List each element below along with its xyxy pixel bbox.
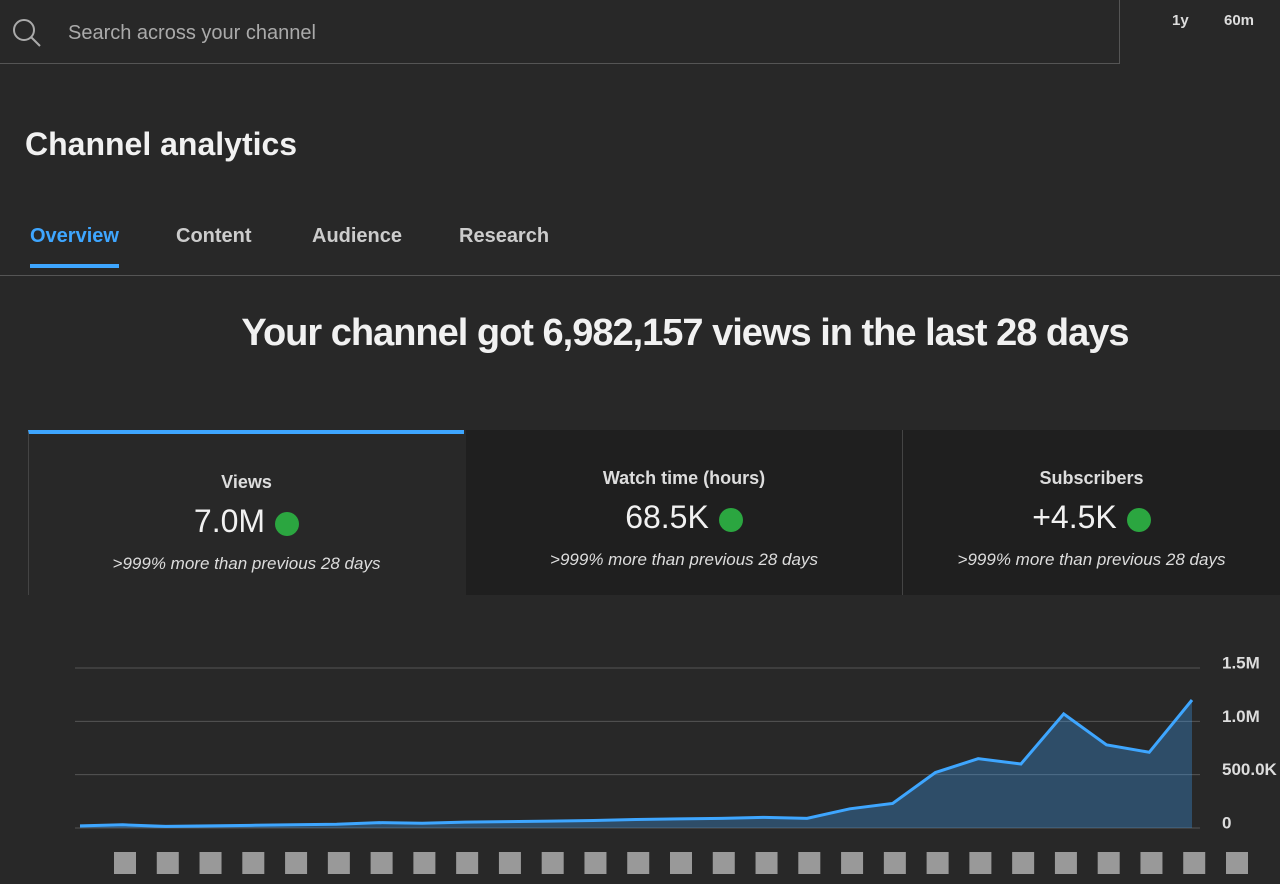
video-thumbnail[interactable] <box>114 852 136 874</box>
video-thumbnail[interactable] <box>242 852 265 874</box>
video-thumbnail[interactable] <box>413 852 436 874</box>
video-thumbnail[interactable] <box>584 852 607 874</box>
y-tick-label: 0 <box>1222 813 1231 832</box>
tab[interactable]: Audience <box>312 225 403 247</box>
video-thumbnail[interactable] <box>1012 852 1035 874</box>
metric-value: +4.5K <box>1032 499 1117 535</box>
search-icon <box>13 19 41 47</box>
video-thumbnail[interactable] <box>199 852 222 874</box>
tab[interactable]: Overview <box>30 225 119 268</box>
video-thumbnail[interactable] <box>1097 852 1120 874</box>
metric-label: Watch time (hours) <box>602 468 766 488</box>
metric-label: Subscribers <box>1039 468 1144 488</box>
video-thumbnail[interactable] <box>969 852 992 874</box>
headline: Your channel got 6,982,157 views in the … <box>241 312 1129 354</box>
y-tick-label: 1.0M <box>1222 707 1260 726</box>
video-thumbnail[interactable] <box>926 852 949 874</box>
metric-change: >999% more than previous 28 days <box>957 550 1226 569</box>
metric-value: 7.0M <box>193 503 266 539</box>
video-thumbnail[interactable] <box>841 852 864 874</box>
y-tick-label: 1.5M <box>1222 653 1260 672</box>
video-thumbnail[interactable] <box>1140 852 1163 874</box>
tab[interactable]: Content <box>176 225 252 247</box>
video-thumbnail[interactable] <box>498 852 521 874</box>
video-thumbnail[interactable] <box>798 852 821 874</box>
search-placeholder: Search across your channel <box>68 22 316 44</box>
tab-bar: Overview Content Audience Research <box>0 215 1280 276</box>
metric-value: 68.5K <box>625 499 709 535</box>
chart: 0 500.0K 1.0M 1.5M <box>75 653 1278 874</box>
video-thumbnail[interactable] <box>370 852 393 874</box>
tab[interactable]: Research <box>459 225 550 247</box>
video-thumbnail[interactable] <box>541 852 564 874</box>
realtime-period: 1y <box>1172 12 1189 29</box>
page-title: Channel analytics <box>25 126 298 162</box>
metric-card[interactable]: Subscribers +4.5K >999% more than previo… <box>902 430 1280 595</box>
metric-change: >999% more than previous 28 days <box>550 550 818 569</box>
metric-card[interactable]: Watch time (hours) 68.5K >999% more than… <box>466 430 902 595</box>
metric-label: Views <box>221 472 272 492</box>
video-thumbnail[interactable] <box>1054 852 1077 874</box>
video-thumbnail[interactable] <box>327 852 350 874</box>
area-fill <box>80 700 1192 828</box>
video-thumbnail[interactable] <box>712 852 735 874</box>
video-thumbnail[interactable] <box>755 852 778 874</box>
video-thumbnail[interactable] <box>156 852 179 874</box>
metric-change: >999% more than previous 28 days <box>112 554 381 573</box>
line <box>79 699 1194 828</box>
video-thumbnail[interactable] <box>670 852 692 874</box>
realtime-window: 60m <box>1224 12 1255 29</box>
metric-card[interactable]: Views 7.0M >999% more than previous 28 d… <box>28 430 464 595</box>
video-thumbnail[interactable] <box>883 852 906 874</box>
video-thumbnail[interactable] <box>1226 852 1248 874</box>
video-thumbnail[interactable] <box>285 852 308 874</box>
y-tick-label: 500.0K <box>1222 760 1278 779</box>
video-thumbnail[interactable] <box>627 852 650 874</box>
search-bar[interactable]: Search across your channel <box>0 0 1120 64</box>
video-thumbnail[interactable] <box>1183 852 1206 874</box>
video-thumbnail[interactable] <box>456 852 479 874</box>
